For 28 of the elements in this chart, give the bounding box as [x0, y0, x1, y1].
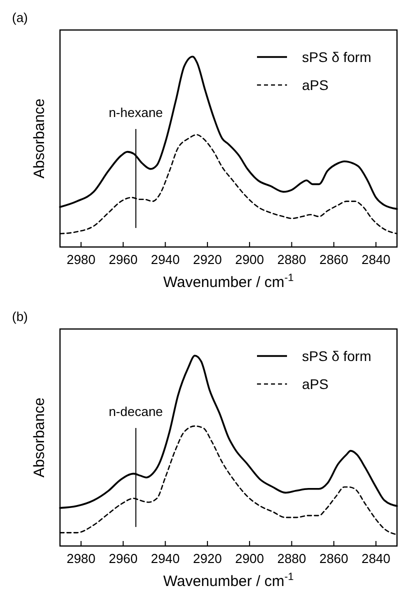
- legend-label: sPS δ form: [302, 348, 372, 364]
- y-axis-title: Absorbance: [31, 397, 48, 478]
- x-tick-label: 2900: [235, 252, 264, 267]
- x-tick-label: 2920: [192, 551, 222, 566]
- x-tick-label: 2880: [277, 551, 306, 566]
- legend-label: aPS: [302, 376, 328, 392]
- x-tick-label: 2840: [361, 551, 390, 566]
- x-tick-label: 2860: [319, 551, 348, 566]
- x-tick-label: 2940: [150, 252, 180, 267]
- x-tick-label: 2840: [361, 252, 390, 267]
- x-tick-label: 2860: [319, 252, 348, 267]
- y-axis-title: Absorbance: [31, 98, 48, 179]
- chart-title: (b): [12, 309, 28, 324]
- ref-line-label: n-decane: [108, 404, 163, 419]
- x-tick-label: 2900: [235, 551, 264, 566]
- x-tick-label: 2960: [108, 252, 138, 267]
- x-tick-label: 2920: [192, 252, 222, 267]
- x-tick-label: 2980: [66, 551, 96, 566]
- chart-title: (a): [12, 10, 28, 25]
- legend-label: aPS: [302, 77, 328, 93]
- x-tick-label: 2880: [277, 252, 306, 267]
- x-tick-label: 2980: [66, 252, 96, 267]
- x-tick-label: 2940: [150, 551, 180, 566]
- legend-label: sPS δ form: [302, 49, 372, 65]
- ref-line-label: n-hexane: [108, 104, 163, 120]
- x-tick-label: 2960: [108, 551, 138, 566]
- x-axis-title: Wavenumber / cm$^{-1}$: [163, 571, 294, 590]
- x-axis-title: Wavenumber / cm$^{-1}$: [163, 272, 294, 291]
